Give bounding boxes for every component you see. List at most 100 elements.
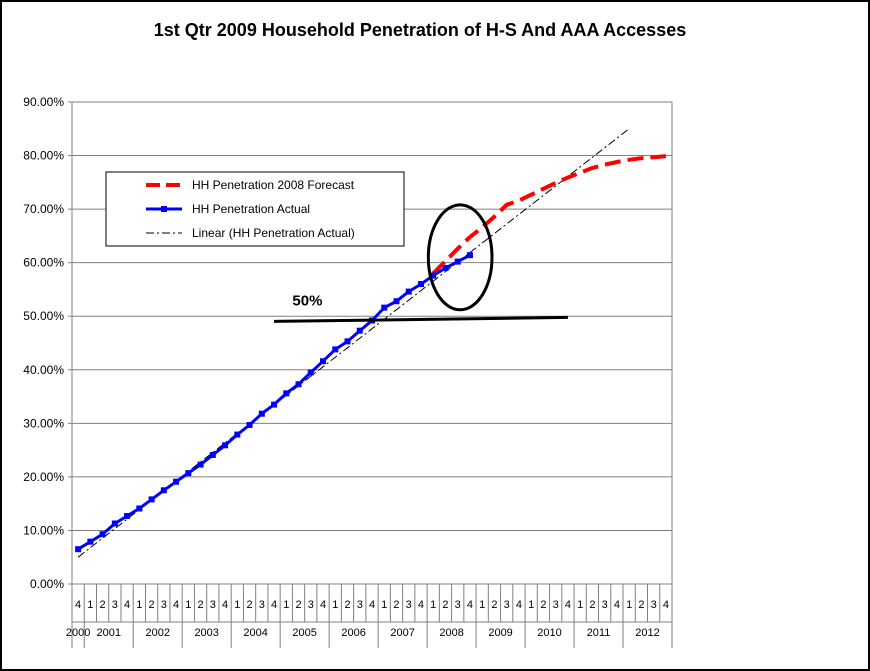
series-point <box>466 252 473 259</box>
x-quarter-label: 1 <box>528 599 534 611</box>
y-tick-label: 30.00% <box>23 416 64 430</box>
legend: HH Penetration 2008 Forecast HH Penetrati… <box>105 171 405 247</box>
x-quarter-label: 4 <box>173 599 179 611</box>
series-point <box>124 512 131 519</box>
x-year-label: 2009 <box>488 627 512 639</box>
x-quarter-label: 2 <box>540 599 546 611</box>
x-year-label: 2002 <box>145 627 169 639</box>
x-quarter-label: 1 <box>381 599 387 611</box>
series-layer <box>75 128 667 558</box>
series-point <box>173 478 180 485</box>
series-point <box>197 461 204 468</box>
x-quarter-label: 3 <box>161 599 167 611</box>
x-year-label: 2010 <box>537 627 561 639</box>
series-point <box>430 272 437 279</box>
x-quarter-label: 3 <box>112 599 118 611</box>
legend-label: Linear (HH Penetration Actual) <box>192 226 355 240</box>
reference-label: 50% <box>292 292 322 309</box>
x-quarter-label: 1 <box>479 599 485 611</box>
x-quarter-label: 3 <box>504 599 510 611</box>
x-quarter-label: 1 <box>136 599 142 611</box>
legend-marker <box>161 206 167 212</box>
y-tick-label: 20.00% <box>23 470 64 484</box>
x-quarter-label: 3 <box>357 599 363 611</box>
annotations: 50% <box>274 203 568 323</box>
series-point <box>283 390 290 397</box>
series-point <box>356 327 363 334</box>
series-point <box>148 496 155 503</box>
x-quarter-label: 3 <box>308 599 314 611</box>
series-point <box>87 538 94 545</box>
x-year-label: 2004 <box>243 627 267 639</box>
x-quarter-label: 3 <box>651 599 657 611</box>
y-tick-label: 80.00% <box>23 149 64 163</box>
series-point <box>320 358 327 365</box>
x-quarter-label: 1 <box>283 599 289 611</box>
x-quarter-label: 3 <box>602 599 608 611</box>
x-year-label: 2003 <box>194 627 218 639</box>
series-point <box>234 431 241 438</box>
x-quarter-label: 4 <box>663 599 669 611</box>
y-tick-label: 40.00% <box>23 363 64 377</box>
x-quarter-label: 4 <box>369 599 375 611</box>
series-point <box>307 369 314 376</box>
x-quarter-label: 1 <box>185 599 191 611</box>
y-tick-label: 90.00% <box>23 95 64 109</box>
x-quarter-label: 3 <box>553 599 559 611</box>
y-tick-label: 0.00% <box>30 577 64 591</box>
x-quarter-label: 1 <box>332 599 338 611</box>
x-year-label: 2001 <box>96 627 120 639</box>
x-quarter-label: 2 <box>198 599 204 611</box>
x-quarter-label: 2 <box>491 599 497 611</box>
series-point <box>271 401 278 408</box>
x-year-label: 2008 <box>439 627 463 639</box>
series-point <box>405 288 412 295</box>
x-quarter-label: 3 <box>406 599 412 611</box>
y-tick-label: 50.00% <box>23 309 64 323</box>
x-quarter-label: 4 <box>565 599 571 611</box>
x-quarter-label: 4 <box>516 599 522 611</box>
x-year-label: 2007 <box>390 627 414 639</box>
series-point <box>332 346 339 353</box>
legend-label: HH Penetration 2008 Forecast <box>192 178 355 192</box>
x-quarter-label: 1 <box>87 599 93 611</box>
x-quarter-label: 2 <box>149 599 155 611</box>
series-point <box>160 487 167 494</box>
x-quarter-label: 1 <box>430 599 436 611</box>
series-point <box>99 531 106 538</box>
x-quarter-label: 2 <box>589 599 595 611</box>
x-quarter-label: 4 <box>271 599 277 611</box>
x-quarter-label: 4 <box>614 599 620 611</box>
series-point <box>417 281 424 288</box>
x-year-label: 2012 <box>635 627 659 639</box>
x-quarter-label: 2 <box>295 599 301 611</box>
series-point <box>344 338 351 345</box>
series-point <box>75 546 82 553</box>
series-point <box>258 410 265 417</box>
chart-title: 1st Qtr 2009 Household Penetration of H-… <box>154 20 686 40</box>
grid <box>71 101 673 585</box>
x-quarter-label: 1 <box>626 599 632 611</box>
series-point <box>136 505 143 512</box>
x-year-label: 2005 <box>292 627 316 639</box>
x-quarter-label: 3 <box>455 599 461 611</box>
series-point <box>185 470 192 477</box>
x-quarter-label: 3 <box>259 599 265 611</box>
x-quarter-label: 3 <box>210 599 216 611</box>
x-quarter-label: 2 <box>100 599 106 611</box>
legend-label: HH Penetration Actual <box>192 202 310 216</box>
series-point <box>222 442 229 449</box>
series-point <box>393 298 400 305</box>
x-quarter-label: 2 <box>638 599 644 611</box>
reference-line <box>274 315 568 323</box>
x-year-label: 2000 <box>66 627 90 639</box>
series-point <box>111 520 118 527</box>
x-quarter-label: 2 <box>393 599 399 611</box>
y-axis: 0.00% 10.00% 20.00% 30.00% 40.00% 50.00% 60.00… <box>23 95 72 591</box>
series-point <box>209 451 216 458</box>
series-point <box>381 304 388 311</box>
series-point <box>442 265 449 272</box>
